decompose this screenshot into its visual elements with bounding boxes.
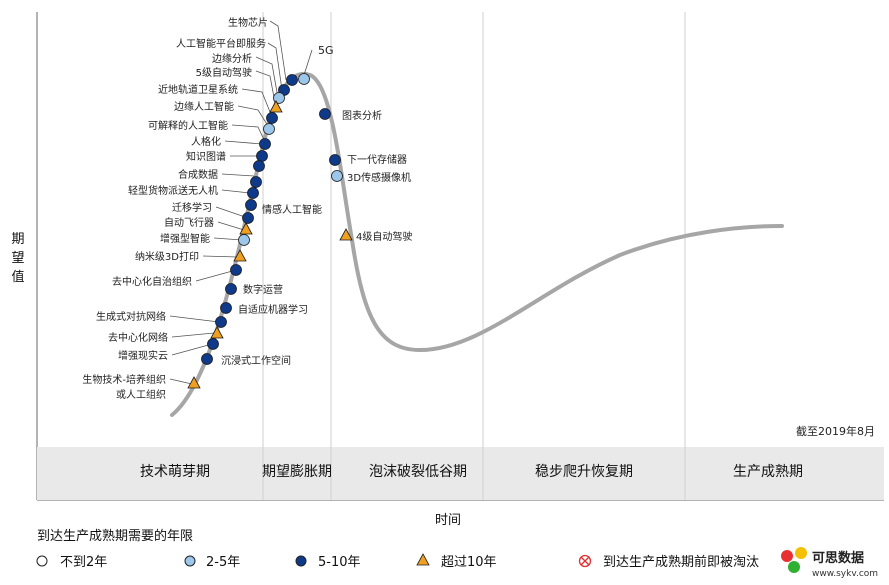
label-3d-sensing-camera: 3D传感摄像机 <box>347 171 411 184</box>
tech-markers <box>187 73 353 389</box>
y-axis-label-1: 期 <box>11 232 24 247</box>
y-axis-label-3: 值 <box>11 269 24 285</box>
marker-next-gen-memory <box>329 154 341 166</box>
marker-emotion-ai <box>245 199 257 211</box>
marker-adaptive-ml <box>220 302 232 314</box>
label-decentralized-web: 去中心化网络 <box>108 331 168 344</box>
marker-nanoscale-3d-printing <box>233 249 247 262</box>
label-biotech-tissue: 生物技术-培养组织 <box>82 373 166 386</box>
phase-label-trigger: 技术萌芽期 <box>140 464 210 480</box>
marker-immersive-workspace <box>201 353 213 365</box>
marker-personification <box>256 150 268 162</box>
marker-knowledge-graph <box>253 160 265 172</box>
phase-label-slope: 稳步爬升恢复期 <box>535 463 633 480</box>
label-augmented-intelligence: 增强型智能 <box>160 232 210 245</box>
marker-3d-sensing-camera <box>331 170 343 182</box>
label-gan: 生成式对抗网络 <box>96 310 166 323</box>
watermark-subtitle: www.sykv.com <box>812 569 878 579</box>
label-knowledge-graph: 知识图谱 <box>186 150 226 163</box>
marker-biotech-tissue <box>187 376 201 389</box>
legend-triangle-orange-icon <box>416 553 430 566</box>
label-ai-paas: 人工智能平台即服务 <box>176 37 266 50</box>
legend-circle-dark-icon <box>295 555 307 567</box>
marker-biochip <box>286 74 298 86</box>
label-explainable-ai: 可解释的人工智能 <box>148 119 228 132</box>
marker-level4-driving <box>339 228 353 241</box>
label-leo-satellite: 近地轨道卫星系统 <box>158 83 238 96</box>
legend-label-5-10: 5-10年 <box>318 555 361 570</box>
label-delivery-drone: 轻型货物派送无人机 <box>128 184 218 197</box>
label-biochip: 生物芯片 <box>228 16 268 29</box>
label-level5-driving: 5级自动驾驶 <box>196 66 252 79</box>
legend-circle-white-icon <box>36 555 48 567</box>
label-nanoscale-3d-printing: 纳米级3D打印 <box>135 250 199 263</box>
x-axis-label: 时间 <box>435 513 461 528</box>
label-personification: 人格化 <box>191 135 221 148</box>
marker-autonomous-flyer <box>239 222 253 235</box>
label-synthetic-data: 合成数据 <box>178 168 218 181</box>
label-emotion-ai: 情感人工智能 <box>262 203 322 216</box>
phase-label-plateau: 生产成熟期 <box>733 464 803 480</box>
watermark-logo: 可思数据 www.sykv.com <box>770 545 888 583</box>
marker-synthetic-data <box>250 176 262 188</box>
marker-delivery-drone <box>247 187 259 199</box>
label-autonomous-flyer: 自动飞行器 <box>164 216 214 229</box>
marker-level5-driving <box>269 100 283 113</box>
label-dao: 去中心化自治组织 <box>112 275 192 288</box>
marker-decentralized-web <box>210 326 224 339</box>
label-level4-driving: 4级自动驾驶 <box>356 230 412 243</box>
marker-augmented-intelligence <box>238 234 250 246</box>
label-edge-analytics: 边缘分析 <box>212 52 252 65</box>
tech-labels: 生物芯片 人工智能平台即服务 边缘分析 5级自动驾驶 近地轨道卫星系统 边缘人工… <box>82 16 412 401</box>
label-5g: 5G <box>318 44 334 57</box>
date-note: 截至2019年8月 <box>796 424 875 438</box>
label-next-gen-memory: 下一代存储器 <box>347 153 407 166</box>
label-digital-ops: 数字运营 <box>243 283 283 296</box>
marker-edge-ai <box>263 123 275 135</box>
marker-leo-satellite <box>266 112 278 124</box>
marker-ar-cloud <box>207 338 219 350</box>
legend-label-obsolete: 到达生产成熟期前即被淘汰 <box>603 554 759 570</box>
watermark-dot-red-icon <box>781 550 793 562</box>
legend-circle-light-icon <box>184 555 196 567</box>
phase-label-trough: 泡沫破裂低谷期 <box>369 464 467 480</box>
y-axis-label-2: 望 <box>11 250 24 266</box>
marker-graph-analytics <box>319 108 331 120</box>
marker-gan <box>215 316 227 328</box>
label-transfer-learning: 迁移学习 <box>172 201 212 214</box>
legend-label-under-2: 不到2年 <box>60 555 107 570</box>
watermark-dot-yellow-icon <box>795 547 807 559</box>
label-adaptive-ml: 自适应机器学习 <box>238 303 308 316</box>
watermark-dot-green-icon <box>788 561 800 573</box>
label-biotech-tissue-line2: 或人工组织 <box>116 388 166 401</box>
label-immersive-workspace: 沉浸式工作空间 <box>221 354 291 367</box>
phase-dividers <box>262 12 686 500</box>
label-ar-cloud: 增强现实云 <box>118 349 168 362</box>
marker-dao <box>230 264 242 276</box>
label-edge-ai: 边缘人工智能 <box>174 100 234 113</box>
marker-explainable-ai <box>259 138 271 150</box>
marker-5g <box>298 73 310 85</box>
watermark-title: 可思数据 <box>812 550 864 566</box>
legend: 不到2年 2-5年 5-10年 超过10年 到达生产成熟期前即被淘汰 <box>36 553 759 570</box>
phase-band <box>37 447 884 500</box>
legend-label-over-10: 超过10年 <box>441 555 497 570</box>
marker-digital-ops <box>225 283 237 295</box>
legend-title: 到达生产成熟期需要的年限 <box>37 528 193 544</box>
phase-label-peak: 期望膨胀期 <box>262 463 332 480</box>
legend-label-2-5: 2-5年 <box>206 555 240 570</box>
marker-transfer-learning <box>242 212 254 224</box>
label-graph-analytics: 图表分析 <box>342 109 382 122</box>
legend-x-circle-red-icon <box>578 554 592 568</box>
